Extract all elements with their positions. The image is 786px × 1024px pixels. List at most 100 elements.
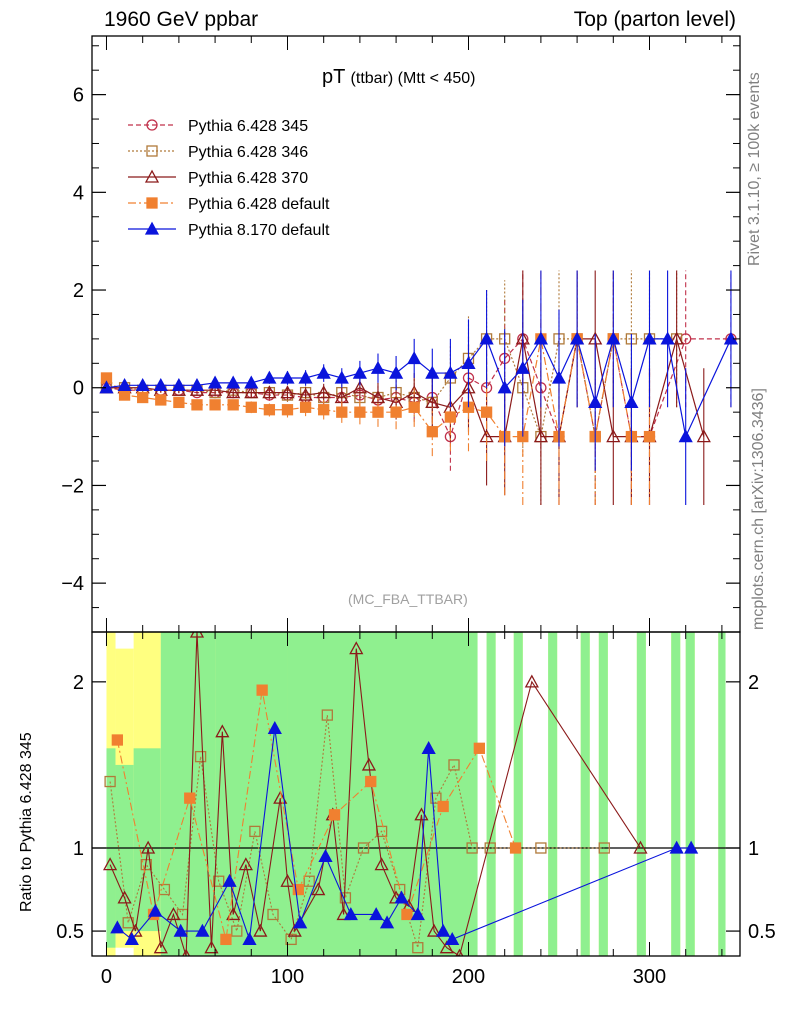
ratio-data-point — [484, 842, 496, 854]
data-point — [227, 399, 239, 411]
data-point — [370, 390, 386, 404]
data-point — [480, 406, 493, 418]
ratio-data-point — [430, 792, 442, 804]
data-point — [352, 365, 367, 379]
ratio-ylabel: Ratio to Pythia 6.428 345 — [18, 732, 35, 912]
data-point — [280, 370, 295, 384]
header-left-label: 1960 GeV ppbar — [104, 8, 259, 31]
data-point — [680, 333, 692, 345]
data-point — [678, 429, 693, 443]
ratio-data-point — [445, 932, 460, 946]
legend-label: Pythia 6.428 346 — [188, 144, 308, 161]
ratio-data-point — [436, 923, 451, 937]
legend-marker — [146, 145, 158, 157]
ratio-data-point — [369, 907, 384, 921]
ratio-data-point — [321, 709, 333, 721]
ratio-band-inner — [513, 632, 523, 956]
ratio-data-point — [448, 759, 460, 771]
data-point — [336, 406, 348, 418]
ratio-data-point — [401, 908, 413, 921]
data-point — [316, 365, 331, 379]
y-tick-label: 0 — [73, 378, 84, 400]
data-point — [660, 331, 675, 345]
analysis-watermark: (MC_FBA_TTBAR) — [348, 591, 468, 607]
ratio-band-inner — [598, 632, 608, 956]
ratio-plot-frame — [91, 631, 741, 957]
data-point — [171, 377, 186, 391]
y-tick-label: 2 — [73, 280, 84, 302]
data-point — [298, 370, 313, 384]
data-point — [551, 370, 567, 384]
data-point — [408, 401, 420, 413]
y-tick-label: 4 — [73, 182, 84, 204]
ratio-band-inner — [580, 632, 590, 956]
ratio-data-point — [194, 750, 207, 763]
legend-entry: Pythia 8.170 default — [128, 221, 330, 239]
ratio-data-point — [128, 923, 143, 937]
ratio-data-point — [141, 840, 156, 854]
ratio-data-point — [220, 933, 232, 946]
ratio-data-point — [535, 842, 547, 854]
data-point — [118, 389, 131, 401]
data-point — [281, 404, 294, 416]
ratio-data-point — [124, 932, 139, 946]
rivet-version-label: Rivet 3.1.10, ≥ 100k events — [746, 72, 763, 266]
series-line — [106, 336, 732, 439]
ratio-data-point — [222, 873, 237, 887]
data-point — [153, 377, 168, 391]
data-point — [245, 401, 257, 413]
ratio-y-tick-label-right: 2 — [748, 672, 759, 694]
data-point — [137, 391, 149, 404]
ratio-series-pythia-6-428-346 — [104, 709, 610, 954]
ratio-data-point — [509, 842, 522, 854]
ratio-data-point — [421, 740, 436, 754]
data-point — [669, 331, 684, 345]
ratio-data-point — [287, 923, 302, 937]
ratio-data-point — [173, 923, 188, 937]
ratio-series-layer — [92, 632, 740, 956]
legend-marker — [144, 221, 160, 235]
x-tick-label: 0 — [101, 966, 112, 988]
ratio-data-point — [213, 875, 225, 887]
legend-entry: Pythia 6.428 370 — [128, 169, 308, 187]
ratio-data-point — [148, 903, 163, 917]
ratio-data-point — [195, 923, 210, 937]
ratio-data-point — [273, 790, 288, 804]
data-point — [262, 385, 277, 399]
ratio-data-point — [166, 907, 181, 921]
data-point — [334, 370, 349, 384]
data-point — [497, 380, 512, 394]
data-point — [570, 331, 585, 345]
ratio-data-point — [336, 907, 351, 921]
ratio-band-inner — [377, 632, 469, 956]
data-point — [316, 385, 331, 399]
ratio-y-tick-label: 1 — [73, 838, 84, 860]
ratio-data-point — [256, 684, 268, 696]
data-point — [262, 370, 277, 384]
data-point — [354, 406, 366, 418]
data-point — [209, 399, 221, 411]
ratio-data-point — [111, 734, 123, 746]
data-point — [444, 411, 457, 423]
data-point — [189, 377, 205, 391]
ratio-data-point — [598, 842, 610, 854]
main-series-layer — [99, 270, 739, 505]
ratio-data-point — [189, 632, 205, 638]
tick-labels: −4 −2 0 2 4 6 0 100 200 300 0.5 0.5 1 1 2 2 — [56, 85, 776, 988]
axes — [91, 35, 741, 957]
ratio-y-tick-label-right: 1 — [748, 838, 759, 860]
ratio-data-point — [437, 800, 449, 813]
legend-marker — [144, 169, 160, 183]
data-point — [407, 385, 422, 399]
data-point — [299, 401, 312, 413]
ratio-data-point — [684, 840, 699, 854]
ratio-data-point — [343, 907, 358, 921]
data-point — [280, 385, 295, 399]
ratio-data-point — [303, 875, 315, 887]
ratio-band-inner — [287, 632, 378, 956]
ratio-data-point — [394, 890, 409, 904]
data-point — [443, 365, 458, 379]
data-point — [390, 406, 402, 418]
data-point — [370, 360, 386, 374]
